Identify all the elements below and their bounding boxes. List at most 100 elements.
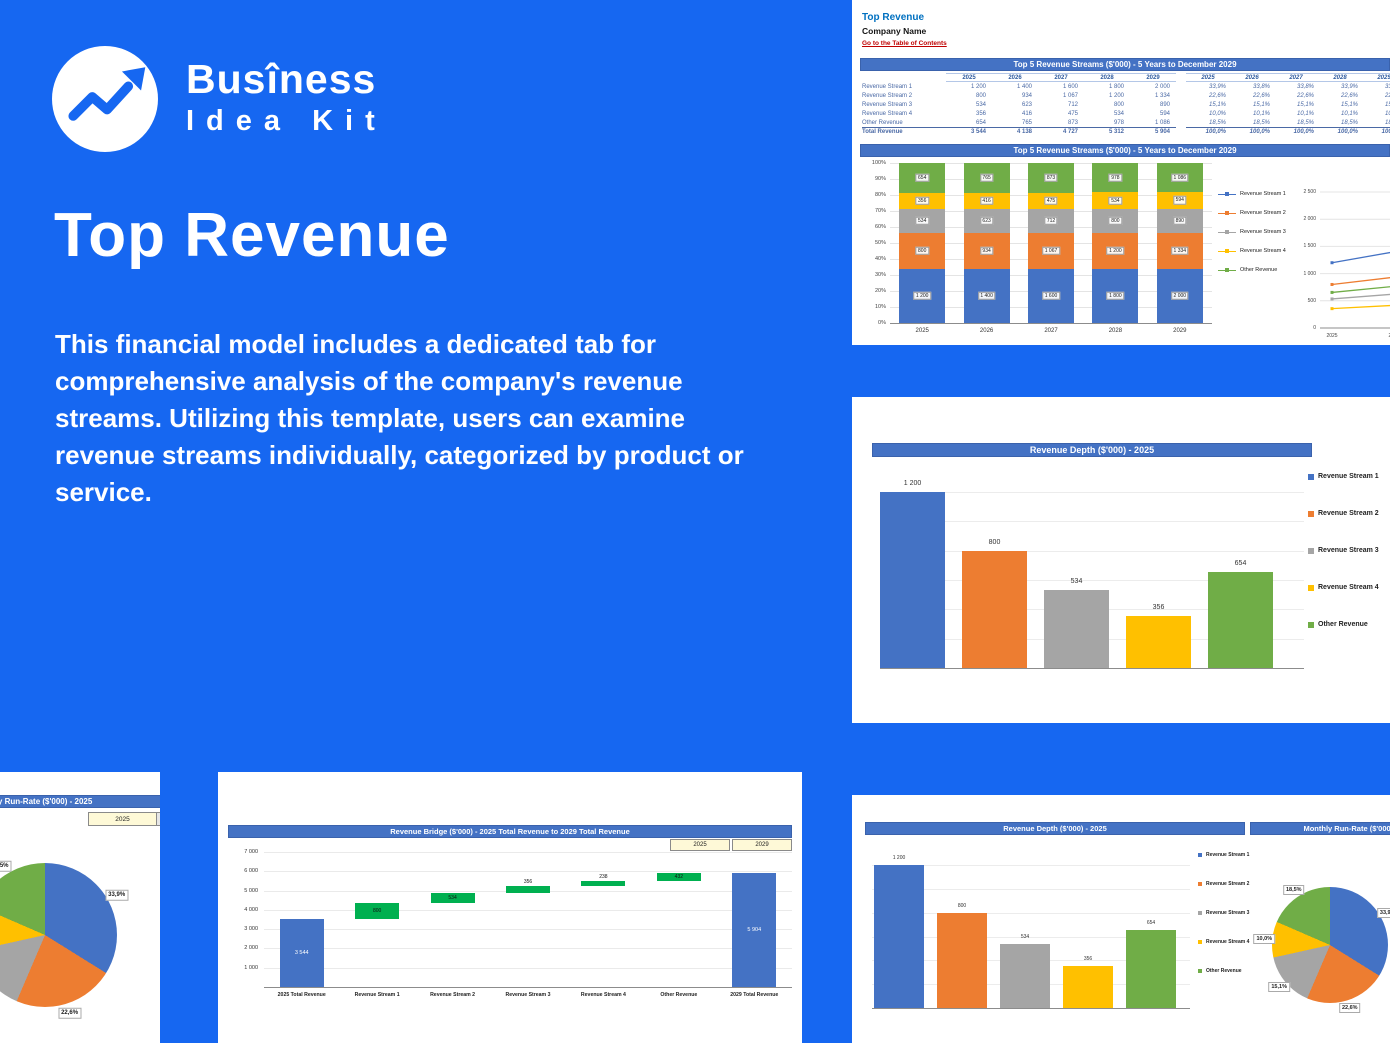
bridge-end-year-selector[interactable]: 2029	[732, 839, 792, 851]
gridline	[880, 521, 1304, 523]
bar	[430, 892, 475, 904]
bar	[1126, 615, 1191, 668]
line-chart-svg	[1320, 191, 1390, 329]
share-cell: 15,1%	[1208, 101, 1226, 108]
table-row: Revenue Stream 3 534 623 712 800 890 15,1% 15,1…	[862, 100, 1390, 109]
share-cell: 18,5%	[1296, 119, 1314, 126]
segment-label: 1 067	[1042, 246, 1060, 256]
dropdown-arrow-icon[interactable]: ▼	[156, 812, 160, 826]
share-cell: 22,6%	[1252, 92, 1270, 99]
segment-label: 934	[979, 246, 994, 256]
x-tick-label: 2025 Total Revenue	[277, 992, 326, 998]
row-label: Other Revenue	[862, 119, 903, 126]
bridge-title-bar: Revenue Bridge ($'000) - 2025 Total Reve…	[228, 825, 792, 838]
y-tick-label: 70%	[874, 208, 886, 214]
value-cell: 594	[1159, 110, 1170, 117]
pie-label: 18,5%	[0, 861, 12, 872]
bridge-start-year-selector[interactable]: 2025	[670, 839, 730, 851]
segment-label: 654	[915, 173, 929, 182]
panel-revenue-bridge: Revenue Bridge ($'000) - 2025 Total Reve…	[218, 772, 802, 1043]
panel-revenue-depth: Revenue Depth ($'000) - 2025 1 200 800 534…	[852, 397, 1390, 723]
legend-point	[1225, 268, 1229, 272]
bar	[962, 550, 1027, 668]
row-label: Revenue Stream 4	[862, 110, 913, 117]
bar	[880, 492, 945, 668]
legend-swatch	[1308, 621, 1314, 628]
run-rate-pie-chart: 33,9%22,6%15,1%10,0%18,5%	[0, 772, 160, 1043]
x-tick-label: 2025	[915, 328, 929, 334]
row-label: Revenue Stream 1	[862, 83, 913, 90]
toc-link[interactable]: Go to the Table of Contents	[862, 40, 947, 47]
x-tick-label: 2026	[979, 328, 994, 334]
gridline	[264, 852, 792, 853]
legend-item: Revenue Stream 1	[1218, 191, 1286, 197]
bar	[581, 881, 626, 887]
legend-line-marker	[1218, 249, 1236, 254]
legend-label: Revenue Stream 1	[1318, 473, 1379, 480]
x-tick-label: Revenue Stream 3	[505, 992, 551, 998]
bar-label: 356	[1083, 955, 1093, 962]
value-cell: 1 400	[1016, 83, 1032, 90]
year-cell: 2026	[1230, 73, 1274, 82]
value-cell: 1 600	[1062, 83, 1078, 90]
value-cell: 1 086	[1154, 119, 1170, 126]
segment-label: 1 400	[977, 291, 996, 301]
gridline	[872, 912, 1190, 914]
share-cell: 10,1%	[1252, 110, 1270, 117]
legend-item: Other Revenue	[1198, 968, 1249, 974]
share-cell: 33,9%	[1208, 83, 1226, 90]
legend-item: Revenue Stream 2	[1308, 510, 1379, 517]
y-tick-label: 20%	[874, 288, 886, 294]
x-tick-label: 2029 Total Revenue	[730, 992, 779, 998]
legend-point	[1225, 192, 1229, 196]
legend-item: Revenue Stream 1	[1198, 852, 1249, 858]
bar-label: 800	[372, 907, 382, 914]
pie	[0, 863, 117, 1007]
y-tick-label: 90%	[874, 176, 886, 182]
gridline	[872, 888, 1190, 890]
segment-label: 978	[1108, 173, 1123, 182]
depth-chart-title-bar: Revenue Depth ($'000) - 2025	[872, 443, 1312, 457]
run-rate-pie-chart-small: 33,9% 22,6% 15,1% 10,0% 18,5%	[1252, 855, 1390, 1040]
row-label: Total Revenue	[862, 127, 946, 136]
legend-line-marker	[1218, 192, 1236, 197]
share-cell: 18,5%	[1252, 119, 1270, 126]
legend-item: Other Revenue	[1218, 267, 1286, 273]
legend-label: Revenue Stream 4	[1240, 248, 1286, 254]
stacked-chart-legend: Revenue Stream 1 Revenue Stream 2 Revenue …	[1218, 191, 1286, 286]
value-cell: 2 000	[1154, 83, 1170, 90]
bar	[1063, 965, 1113, 1008]
pie-label: 33,9%	[1376, 907, 1390, 918]
bar-label: 356	[1152, 603, 1165, 611]
table-row: Revenue Stream 2 800 934 1 067 1 200 1 334 22,…	[862, 91, 1390, 100]
gridline	[872, 1008, 1190, 1009]
run-rate-title-bar-small: Monthly Run-Rate ($'000) - 2025	[1250, 822, 1390, 835]
segment-label: 1 600	[1042, 291, 1060, 301]
value-cell: 1 800	[1108, 83, 1124, 90]
panel-top-revenue-sheet: Top Revenue Company Name Go to the Table…	[852, 0, 1390, 345]
segment-label: 623	[979, 216, 994, 225]
brand-logo	[52, 46, 158, 152]
row-label: Revenue Stream 3	[862, 101, 913, 108]
y-tick-label: 3 000	[244, 926, 258, 933]
bar	[355, 903, 400, 919]
y-tick-label: 6 000	[244, 868, 258, 875]
bar	[1044, 589, 1109, 668]
share-cell: 15,1%	[1252, 101, 1270, 108]
legend-label: Revenue Stream 2	[1318, 510, 1379, 517]
depth-chart-title-bar-small: Revenue Depth ($'000) - 2025	[865, 822, 1245, 835]
year-cell: 2027	[1274, 73, 1318, 82]
segment-label: 356	[915, 196, 929, 205]
legend-item: Revenue Stream 1	[1308, 473, 1379, 480]
share-cell: 18,5%	[1208, 119, 1226, 126]
value-cell: 873	[1067, 119, 1078, 126]
value-cell: 4 727	[1038, 127, 1084, 136]
segment-label: 416	[979, 196, 994, 205]
panel-content: Monthly Run-Rate ($'000) - 2025 2025 ▼ 3…	[0, 772, 160, 1043]
y-tick-label: 0	[1313, 325, 1316, 331]
legend-swatch	[1308, 584, 1314, 591]
bar	[732, 873, 777, 987]
brand-name: Busîness Idea Kit	[186, 56, 387, 140]
pie-label: 22,6%	[1338, 1002, 1361, 1013]
